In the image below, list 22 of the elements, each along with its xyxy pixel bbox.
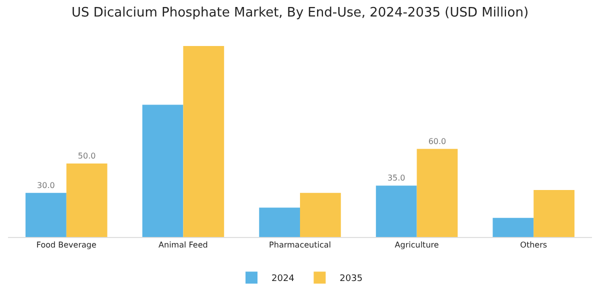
x-tick-label: Agriculture bbox=[394, 240, 439, 250]
data-label: 35.0 bbox=[387, 174, 406, 183]
x-tick-label: Food Beverage bbox=[36, 240, 96, 250]
x-tick-label: Animal Feed bbox=[158, 240, 208, 250]
bar bbox=[534, 190, 574, 237]
bar bbox=[376, 186, 417, 237]
data-label: 60.0 bbox=[428, 136, 446, 146]
x-tick-label: Others bbox=[520, 240, 548, 250]
data-label: 30.0 bbox=[37, 180, 55, 190]
legend-label: 2024 bbox=[272, 274, 295, 284]
bar bbox=[492, 218, 534, 237]
bar bbox=[26, 192, 66, 237]
bar bbox=[300, 192, 341, 237]
bar bbox=[259, 208, 300, 237]
bar bbox=[416, 148, 458, 237]
bar bbox=[183, 46, 224, 237]
chart-title: US Dicalcium Phosphate Market, By End-Use, 2024-2035 (USD Million) bbox=[71, 6, 529, 21]
bar bbox=[66, 164, 108, 237]
x-tick-label: Pharmaceutical bbox=[269, 240, 331, 250]
data-label: 50.0 bbox=[78, 152, 96, 161]
bar bbox=[142, 104, 184, 237]
legend-label: 2035 bbox=[340, 274, 363, 284]
